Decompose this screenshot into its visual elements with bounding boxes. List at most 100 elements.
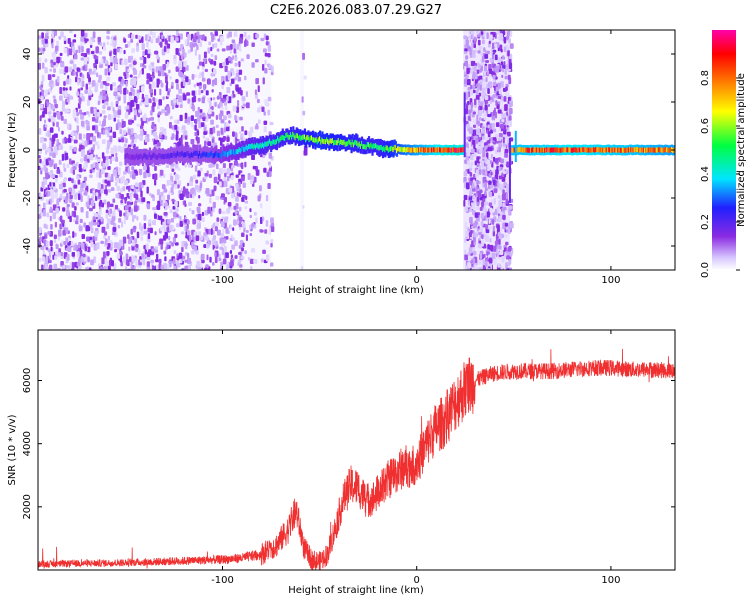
- noise-blob: [238, 206, 242, 212]
- noise-blob: [509, 222, 514, 229]
- trace-core: [190, 152, 194, 158]
- noise-blob: [496, 165, 500, 171]
- noise-blob: [505, 92, 509, 96]
- trace-core: [439, 147, 442, 153]
- noise-blob: [183, 60, 187, 67]
- noise-blob: [80, 36, 85, 42]
- noise-blob: [506, 31, 510, 38]
- trace-core: [397, 146, 400, 152]
- noise-blob: [92, 222, 97, 226]
- noise-blob: [110, 61, 113, 67]
- noise-blob: [39, 136, 44, 143]
- noise-blob: [154, 165, 157, 171]
- trace-core: [441, 147, 444, 153]
- noise-blob: [82, 253, 86, 258]
- noise-blob: [72, 166, 77, 170]
- trace-core: [443, 147, 446, 153]
- noise-blob: [487, 88, 490, 95]
- noise-blob: [170, 99, 174, 107]
- noise-blob: [107, 173, 111, 180]
- trace-core: [145, 154, 148, 160]
- noise-blob: [470, 60, 475, 67]
- noise-blob: [222, 228, 225, 234]
- trace-core: [535, 147, 538, 153]
- noise-blob: [99, 199, 103, 204]
- noise-blob: [239, 116, 243, 121]
- noise-blob: [61, 240, 64, 245]
- noise-blob: [221, 48, 226, 52]
- noise-blob: [114, 248, 118, 253]
- noise-blob: [492, 219, 495, 225]
- noise-blob: [133, 69, 137, 76]
- trace-core: [275, 138, 279, 144]
- noise-blob: [81, 45, 84, 53]
- noise-blob: [40, 245, 45, 250]
- trace-core: [296, 133, 300, 139]
- noise-blob: [191, 73, 195, 80]
- trace-core: [256, 142, 259, 148]
- trace-core: [146, 154, 149, 160]
- noise-blob: [497, 251, 501, 256]
- trace-core: [605, 147, 608, 153]
- trace-core: [510, 147, 513, 153]
- trace-core: [388, 146, 392, 152]
- trace-core: [647, 147, 650, 153]
- trace-core: [130, 154, 133, 160]
- noise-blob: [106, 76, 111, 82]
- noise-blob: [238, 251, 242, 255]
- noise-blob: [38, 62, 41, 70]
- trace-core: [638, 147, 641, 153]
- trace-core: [645, 147, 648, 153]
- noise-blob: [92, 162, 96, 168]
- trace-core: [631, 147, 634, 153]
- noise-blob: [156, 189, 161, 196]
- noise-blob: [176, 208, 179, 212]
- noise-blob: [198, 61, 203, 66]
- noise-blob: [498, 239, 501, 245]
- noise-blob: [175, 79, 179, 84]
- noise-blob: [498, 88, 502, 95]
- noise-blob: [133, 60, 136, 66]
- noise-blob: [53, 238, 57, 243]
- noise-blob: [243, 103, 247, 107]
- trace-core: [222, 150, 225, 156]
- noise-blob: [224, 65, 228, 72]
- noise-blob: [106, 223, 110, 230]
- noise-blob: [104, 59, 108, 65]
- noise-blob: [80, 52, 85, 57]
- noise-blob: [163, 46, 167, 52]
- trace-core: [585, 147, 589, 153]
- noise-blob: [464, 75, 469, 79]
- trace-core: [219, 152, 223, 158]
- noise-blob: [508, 62, 513, 69]
- noise-blob: [63, 118, 68, 125]
- noise-blob: [191, 193, 195, 199]
- noise-blob: [128, 237, 132, 244]
- noise-blob: [487, 164, 491, 172]
- noise-blob: [157, 117, 160, 123]
- noise-blob: [60, 31, 64, 38]
- trace-core: [539, 147, 542, 153]
- noise-blob: [115, 152, 118, 157]
- noise-blob: [163, 135, 168, 140]
- noise-blob: [59, 111, 63, 116]
- trace-core: [547, 147, 550, 153]
- noise-blob: [80, 87, 83, 91]
- noise-blob: [130, 99, 134, 107]
- noise-blob: [152, 220, 156, 226]
- noise-blob: [220, 119, 225, 124]
- noise-blob: [262, 48, 267, 53]
- noise-blob: [226, 264, 229, 270]
- noise-blob: [468, 127, 473, 134]
- noise-blob: [238, 170, 241, 176]
- noise-blob: [498, 142, 503, 148]
- noise-blob: [484, 170, 488, 177]
- noise-blob: [464, 60, 469, 68]
- noise-blob: [180, 33, 183, 40]
- noise-blob: [102, 42, 106, 47]
- noise-blob: [114, 204, 119, 210]
- noise-blob: [177, 167, 181, 171]
- noise-blob: [227, 70, 231, 78]
- trace-core: [543, 147, 547, 153]
- noise-blob: [153, 126, 157, 131]
